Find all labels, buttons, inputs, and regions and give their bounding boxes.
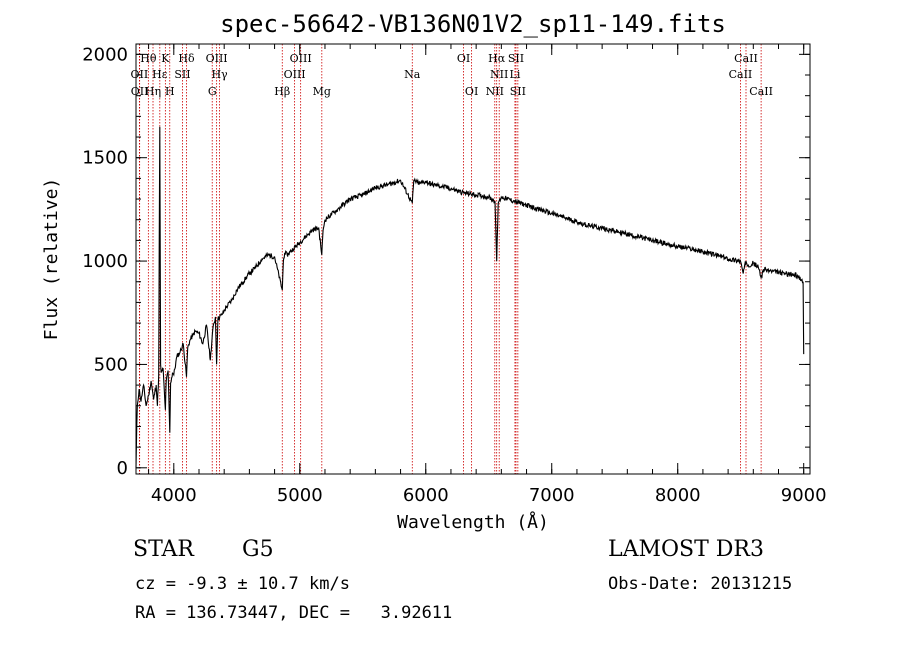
- line-label-21: NII: [490, 68, 508, 81]
- axis-tick-labels: 4000 5000 6000 7000 8000 9000 0 500 1000 1500 2000: [82, 44, 826, 506]
- line-label-12: Hβ: [274, 85, 290, 98]
- y-tick-label-1: 500: [94, 354, 128, 375]
- y-axis-label: Flux (relative): [41, 178, 62, 341]
- line-label-19: NII: [486, 85, 504, 98]
- line-label-22: Li: [510, 68, 521, 81]
- object-subclass: G5: [242, 537, 274, 562]
- chart-title: spec-56642-VB136N01V2_sp11-149.fits: [220, 10, 726, 38]
- line-label-17: OI: [457, 52, 470, 65]
- line-label-4: Hε: [152, 68, 168, 81]
- line-label-23: SII: [508, 52, 524, 65]
- line-label-27: CaII: [749, 85, 773, 98]
- plot-frame: [135, 43, 811, 475]
- x-tick-label-0: 4000: [151, 485, 197, 506]
- redshift-velocity: cz = -9.3 ± 10.7 km/s: [135, 574, 350, 594]
- y-tick-label-4: 2000: [82, 44, 128, 65]
- line-label-16: Na: [404, 68, 421, 81]
- object-class: STAR: [133, 537, 194, 562]
- x-tick-label-1: 5000: [277, 485, 323, 506]
- line-label-3: Hη: [145, 85, 161, 98]
- x-tick-label-3: 7000: [529, 485, 575, 506]
- line-label-1: OII: [131, 85, 149, 98]
- sky-coordinates: RA = 136.73447, DEC = 3.92611: [135, 603, 453, 623]
- line-label-0: OII: [131, 68, 149, 81]
- line-label-8: Hδ: [178, 52, 195, 65]
- survey-name: LAMOST DR3: [608, 537, 764, 562]
- spectrum-series: [135, 126, 805, 468]
- line-label-25: CaII: [729, 68, 753, 81]
- line-label-5: K: [161, 52, 170, 65]
- line-label-10: OIII: [206, 52, 228, 65]
- x-tick-label-4: 8000: [655, 485, 701, 506]
- line-label-26: CaII: [734, 52, 758, 65]
- line-label-9: G: [208, 85, 217, 98]
- line-label-24: SII: [510, 85, 526, 98]
- line-label-6: H: [165, 85, 175, 98]
- line-labels: OII OII Hθ Hη Hε K H SII Hδ G OIII Hγ Hβ OIII OIII Mg Na…: [131, 52, 773, 98]
- line-label-15: Mg: [313, 85, 331, 98]
- observation-date: Obs-Date: 20131215: [608, 574, 793, 594]
- line-markers: [139, 44, 762, 474]
- y-tick-label-3: 1500: [82, 148, 128, 169]
- y-tick-label-0: 0: [117, 458, 128, 479]
- line-label-18: OI: [465, 85, 478, 98]
- line-label-20: Hα: [488, 52, 506, 65]
- line-label-11: Hγ: [211, 68, 228, 81]
- line-label-2: Hθ: [140, 52, 157, 65]
- line-label-14: OIII: [290, 52, 312, 65]
- y-tick-label-2: 1000: [82, 251, 128, 272]
- line-label-7: SII: [174, 68, 190, 81]
- x-tick-label-2: 6000: [403, 485, 449, 506]
- x-tick-label-5: 9000: [781, 485, 827, 506]
- axis-ticks: [136, 44, 810, 474]
- line-label-13: OIII: [284, 68, 306, 81]
- x-axis-label: Wavelength (Å): [397, 511, 549, 533]
